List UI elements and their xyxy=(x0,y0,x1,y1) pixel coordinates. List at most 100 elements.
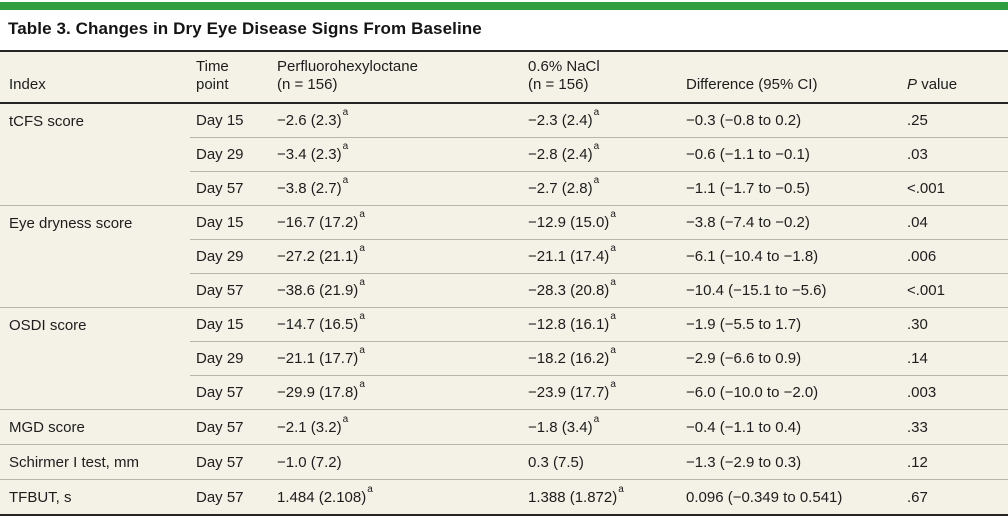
cell-index: MGD score xyxy=(0,409,190,445)
cell-time-point: Day 15 xyxy=(196,112,244,129)
footnote-marker: a xyxy=(610,379,616,390)
cell-p-value: .003 xyxy=(901,375,1008,410)
table-row: Day 57 −38.6 (21.9)a −28.3 (20.8)a −10.4… xyxy=(0,273,1008,308)
cell-nacl: −21.1 (17.4)a xyxy=(522,239,680,274)
cell-difference: 0.096 (−0.349 to 0.541) xyxy=(680,479,901,515)
col-header-difference: Difference (95% CI) xyxy=(680,51,901,104)
cell-p-value: .25 xyxy=(907,112,928,129)
cell-pfho: −2.1 (3.2)a xyxy=(271,409,522,445)
footnote-marker: a xyxy=(359,243,365,254)
col-header-time-point: Time point xyxy=(190,51,271,104)
cell-index: Eye dryness score xyxy=(0,205,190,308)
cell-pfho: −3.8 (2.7)a xyxy=(271,171,522,206)
cell-difference: −1.9 (−5.5 to 1.7) xyxy=(680,307,901,342)
footnote-marker: a xyxy=(618,483,624,495)
cell-p-value: <.001 xyxy=(901,273,1008,308)
cell-index: tCFS score xyxy=(9,113,85,130)
footnote-marker: a xyxy=(342,141,349,152)
cell-difference: −0.3 (−0.8 to 0.2) xyxy=(686,112,802,129)
page: Table 3. Changes in Dry Eye Disease Sign… xyxy=(0,2,1008,516)
cell-index: TFBUT, s xyxy=(0,479,190,515)
cell-p-value: .006 xyxy=(901,239,1008,274)
cell-pfho: −21.1 (17.7)a xyxy=(271,341,522,376)
cell-nacl: −2.8 (2.4)a xyxy=(522,137,680,172)
cell-pfho: −2.6 (2.3)a xyxy=(277,107,349,130)
footnote-marker: a xyxy=(593,413,600,425)
footnote-marker: a xyxy=(359,277,365,288)
cell-time-point: Day 57 xyxy=(190,375,271,410)
cell-nacl: −2.3 (2.4)a xyxy=(528,107,600,130)
cell-nacl: −12.9 (15.0)a xyxy=(522,205,680,240)
table-row: Day 29 −21.1 (17.7)a −18.2 (16.2)a −2.9 … xyxy=(0,341,1008,376)
col-header-perfluorohexyloctane: Perfluorohexyloctane (n = 156) xyxy=(271,51,522,104)
cell-nacl: 0.3 (7.5) xyxy=(522,444,680,480)
cell-p-value: .30 xyxy=(901,307,1008,342)
footnote-marker: a xyxy=(610,243,616,254)
table-row: Eye dryness score Day 15 −16.7 (17.2)a −… xyxy=(0,205,1008,308)
table-row: Day 29 −3.4 (2.3)a −2.8 (2.4)a −0.6 (−1.… xyxy=(0,137,1008,172)
cell-time-point: Day 29 xyxy=(190,239,271,274)
cell-difference: −6.0 (−10.0 to −2.0) xyxy=(680,375,901,410)
col-header-nacl: 0.6% NaCl (n = 156) xyxy=(522,51,680,104)
cell-nacl: −1.8 (3.4)a xyxy=(522,409,680,445)
cell-time-point: Day 57 xyxy=(190,273,271,308)
dry-eye-signs-table: Index Time point Perfluorohexyloctane (n =… xyxy=(0,50,1008,516)
cell-time-point: Day 57 xyxy=(190,171,271,206)
cell-difference: −0.4 (−1.1 to 0.4) xyxy=(680,409,901,445)
cell-pfho: −29.9 (17.8)a xyxy=(271,375,522,410)
footnote-marker: a xyxy=(359,345,365,356)
cell-time-point: Day 15 xyxy=(190,205,271,240)
cell-pfho: −38.6 (21.9)a xyxy=(271,273,522,308)
footnote-marker: a xyxy=(593,175,600,186)
footnote-marker: a xyxy=(610,311,616,322)
footnote-marker: a xyxy=(367,483,373,495)
footnote-marker: a xyxy=(610,209,616,220)
cell-pfho: −3.4 (2.3)a xyxy=(271,137,522,172)
cell-p-value: .04 xyxy=(901,205,1008,240)
cell-nacl: −18.2 (16.2)a xyxy=(522,341,680,376)
cell-index: OSDI score xyxy=(0,307,190,410)
table-row: tCFS score Day 15 −2.6 (2.3)a −2.3 (2.4)… xyxy=(0,103,1008,138)
cell-difference: −2.9 (−6.6 to 0.9) xyxy=(680,341,901,376)
cell-p-value: .14 xyxy=(901,341,1008,376)
cell-pfho: 1.484 (2.108)a xyxy=(271,479,522,515)
cell-pfho: −16.7 (17.2)a xyxy=(271,205,522,240)
cell-pfho: −14.7 (16.5)a xyxy=(271,307,522,342)
cell-time-point: Day 29 xyxy=(190,341,271,376)
footnote-marker: a xyxy=(359,379,365,390)
table-row: TFBUT, s Day 57 1.484 (2.108)a 1.388 (1.… xyxy=(0,479,1008,515)
cell-difference: −1.3 (−2.9 to 0.3) xyxy=(680,444,901,480)
footnote-marker: a xyxy=(359,209,365,220)
cell-p-value: .33 xyxy=(901,409,1008,445)
cell-p-value: .67 xyxy=(901,479,1008,515)
table-row: OSDI score Day 15 −14.7 (16.5)a −12.8 (1… xyxy=(0,307,1008,410)
col-header-p-value: P value xyxy=(901,51,1008,104)
cell-difference: −0.6 (−1.1 to −0.1) xyxy=(680,137,901,172)
footnote-marker: a xyxy=(610,277,616,288)
cell-difference: −10.4 (−15.1 to −5.6) xyxy=(680,273,901,308)
cell-p-value: .12 xyxy=(901,444,1008,480)
footnote-marker: a xyxy=(593,141,600,152)
cell-difference: −3.8 (−7.4 to −0.2) xyxy=(680,205,901,240)
cell-time-point: Day 57 xyxy=(190,444,271,480)
cell-pfho: −27.2 (21.1)a xyxy=(271,239,522,274)
table-row: Day 57 −29.9 (17.8)a −23.9 (17.7)a −6.0 … xyxy=(0,375,1008,410)
cell-p-value: .03 xyxy=(901,137,1008,172)
cell-time-point: Day 57 xyxy=(190,409,271,445)
cell-p-value: <.001 xyxy=(901,171,1008,206)
cell-time-point: Day 15 xyxy=(190,307,271,342)
cell-time-point: Day 57 xyxy=(190,479,271,515)
table-row: Schirmer I test, mm Day 57 −1.0 (7.2) 0.… xyxy=(0,444,1008,480)
accent-top-bar xyxy=(0,2,1008,10)
footnote-marker: a xyxy=(359,311,365,322)
cell-nacl: −23.9 (17.7)a xyxy=(522,375,680,410)
cell-nacl: −2.7 (2.8)a xyxy=(522,171,680,206)
cell-difference: −1.1 (−1.7 to −0.5) xyxy=(680,171,901,206)
cell-pfho: −1.0 (7.2) xyxy=(271,444,522,480)
table-row: Day 57 −3.8 (2.7)a −2.7 (2.8)a −1.1 (−1.… xyxy=(0,171,1008,206)
table-row: Day 29 −27.2 (21.1)a −21.1 (17.4)a −6.1 … xyxy=(0,239,1008,274)
cell-difference: −6.1 (−10.4 to −1.8) xyxy=(680,239,901,274)
table-header-row: Index Time point Perfluorohexyloctane (n =… xyxy=(0,51,1008,104)
table-row: MGD score Day 57 −2.1 (3.2)a −1.8 (3.4)a… xyxy=(0,409,1008,445)
cell-nacl: −28.3 (20.8)a xyxy=(522,273,680,308)
